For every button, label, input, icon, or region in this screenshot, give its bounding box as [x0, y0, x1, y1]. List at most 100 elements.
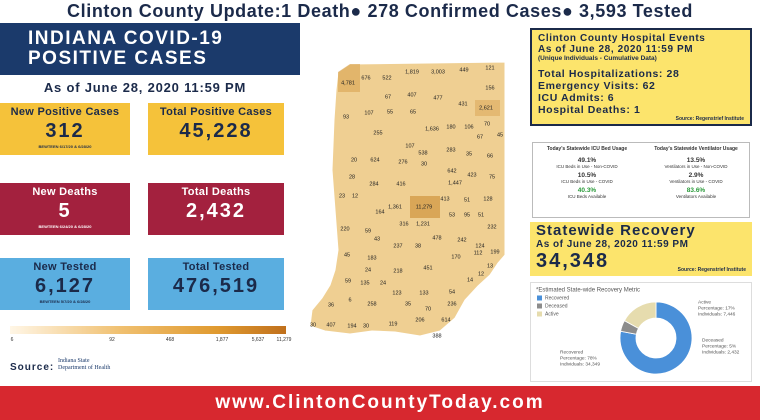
- stat-tile: Total Deaths 2,432: [148, 183, 284, 235]
- county-value: 38: [415, 243, 421, 249]
- county-value: 3,003: [431, 69, 445, 75]
- recovery-box: Statewide Recovery As of June 28, 2020 1…: [530, 222, 752, 276]
- county-value: 316: [399, 221, 408, 227]
- county-value: 51: [464, 197, 470, 203]
- county-value: 128: [483, 196, 492, 202]
- heading-line: POSITIVE CASES: [28, 48, 208, 69]
- county-value: 53: [449, 212, 455, 218]
- tile-value: 45,228: [179, 120, 253, 142]
- source-logo: Indiana State Department of Health: [58, 358, 111, 371]
- county-value: 123: [392, 290, 401, 296]
- tile-value: 5: [58, 200, 72, 222]
- hospital-line: Hospital Deaths: 1: [538, 104, 641, 116]
- county-value: 1,231: [416, 221, 430, 227]
- usage-box: Today's Statewide ICU Bed Usage 49.1% ICU …: [532, 142, 750, 218]
- county-value: 283: [446, 147, 455, 153]
- county-value: 119: [389, 321, 398, 327]
- county-value: 255: [373, 130, 382, 136]
- county-value: 112: [474, 250, 483, 256]
- county-value: 522: [382, 75, 391, 81]
- county-value: 30: [421, 161, 427, 167]
- slice-annotation: Percentage: 17%: [698, 305, 736, 311]
- county-value: 135: [360, 280, 369, 286]
- indiana-outline: [309, 61, 506, 337]
- chart-title: *Estimated State-wide Recovery Metric: [536, 288, 640, 294]
- county-value: 24: [365, 267, 371, 273]
- recovery-source: Source: Regenstrief Institute: [677, 267, 746, 273]
- heading: INDIANA COVID-19 POSITIVE CASES: [0, 23, 300, 75]
- tile-label: New Deaths: [32, 186, 98, 198]
- slice-annotation: Individuals: 2,432: [702, 349, 740, 355]
- legend-label: 11,279: [276, 337, 292, 343]
- county-value: 107: [364, 110, 373, 116]
- county-value: 431: [458, 101, 467, 107]
- county-value: 2,621: [479, 105, 493, 111]
- county-value: 54: [449, 289, 455, 295]
- county-value: 423: [467, 172, 476, 178]
- county-value: 20: [351, 157, 357, 163]
- legend-label: 5,637: [251, 337, 265, 343]
- recovery-chart: *Estimated State-wide Recovery Metric Re…: [530, 282, 752, 382]
- legend-label: Recovered: [545, 295, 569, 301]
- county-value: 218: [393, 268, 402, 274]
- county-value: 45: [344, 252, 350, 258]
- usage-label: ICU Beds Available: [567, 194, 607, 199]
- hospital-line: ICU Admits: 6: [538, 92, 615, 104]
- slice-annotation: Percentage: 78%: [560, 355, 598, 361]
- county-value: 30: [310, 322, 316, 328]
- donut-slice: [623, 301, 657, 329]
- slice-annotation: Active: [698, 299, 711, 305]
- county-value: 4,781: [341, 80, 355, 86]
- county-value: 24: [380, 280, 386, 286]
- usage-column: Today's Statewide Ventilator Usage 13.5% V…: [642, 146, 750, 199]
- tile-note: BEWTEEN 6/17/20 & 6/28/20: [38, 144, 92, 149]
- county-value: 107: [405, 143, 414, 149]
- stat-tile: New Positive Cases 312 BEWTEEN 6/17/20 & 6…: [0, 103, 130, 155]
- footer: www.ClintonCountyToday.com: [0, 386, 760, 420]
- stat-tile: Total Tested 476,519: [148, 258, 284, 310]
- tile-label: Total Positive Cases: [159, 106, 273, 118]
- county-value: 407: [326, 322, 335, 328]
- legend-label: Active: [545, 311, 559, 317]
- usage-percent: 13.5%: [686, 157, 706, 164]
- county-value: 67: [477, 134, 483, 140]
- county-value: 23: [339, 193, 345, 199]
- usage-label: Ventilators in Use - COVID: [669, 179, 723, 184]
- county-value: 1,819: [405, 69, 419, 75]
- tile-label: New Tested: [33, 261, 97, 273]
- as-of: As of June 28, 2020 11:59 PM: [43, 80, 247, 95]
- donut-slice: [619, 301, 693, 375]
- county-value: 65: [410, 109, 416, 115]
- county-value: 232: [487, 224, 496, 230]
- legend-bar: [10, 326, 286, 334]
- legend-label: 92: [109, 337, 115, 343]
- county-value: 12: [478, 271, 484, 277]
- hospital-subtitle: (Unique Individuals - Cumulative Data): [538, 55, 657, 62]
- county-value: 75: [489, 174, 495, 180]
- county-value: 1,447: [448, 180, 462, 186]
- county-value: 28: [349, 174, 355, 180]
- county-value: 449: [459, 67, 468, 73]
- slice-annotation: Individuals: 34,349: [560, 361, 600, 367]
- hospital-line: Emergency Visits: 62: [538, 80, 656, 92]
- county-value: 1,636: [425, 126, 439, 132]
- county-value: 258: [367, 301, 376, 307]
- slice-annotation: Percentage: 5%: [702, 343, 737, 349]
- county-value: 416: [396, 181, 405, 187]
- county-value: 1,361: [388, 204, 402, 210]
- legend-label: 6: [10, 337, 14, 343]
- usage-percent: 83.6%: [686, 187, 706, 194]
- hospital-as-of: As of June 28, 2020 11:59 PM: [538, 44, 694, 55]
- usage-label: Ventilators in Use - Non-COVID: [664, 164, 728, 169]
- tile-label: New Positive Cases: [10, 106, 120, 118]
- hospital-line: Total Hospitalizations: 28: [538, 68, 680, 80]
- county-value: 121: [485, 65, 494, 71]
- recovery-value: 34,348: [536, 250, 610, 272]
- county-value: 133: [419, 290, 428, 296]
- county-value: 43: [374, 236, 380, 242]
- tile-value: 2,432: [185, 200, 247, 222]
- usage-percent: 49.1%: [577, 157, 597, 164]
- county-value: 478: [432, 235, 441, 241]
